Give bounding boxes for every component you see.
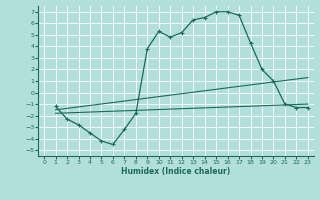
X-axis label: Humidex (Indice chaleur): Humidex (Indice chaleur) <box>121 167 231 176</box>
